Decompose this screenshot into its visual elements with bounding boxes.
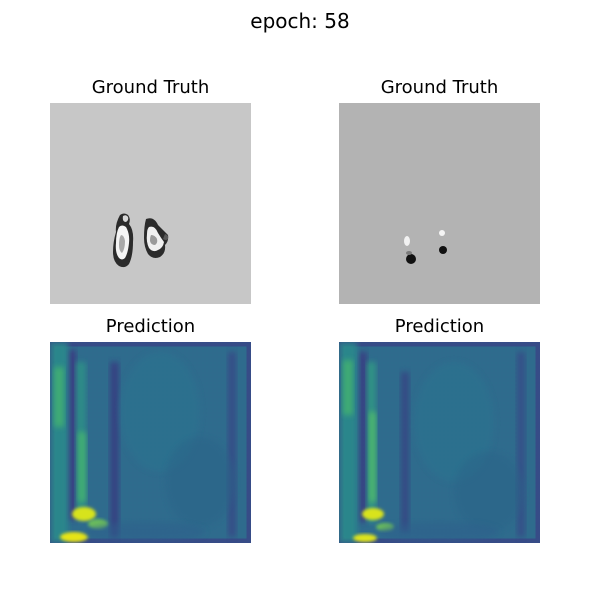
panel-title-ground-truth-left: Ground Truth (91, 77, 210, 98)
ground-truth-footprints-graphic (50, 103, 251, 304)
panel-title-ground-truth-right: Ground Truth (380, 77, 499, 98)
panel-title-prediction-right: Prediction (394, 316, 485, 337)
ground-truth-image-right (339, 103, 540, 304)
panel-title-prediction-left: Prediction (105, 316, 196, 337)
prediction-heatmap-right (339, 342, 540, 543)
prediction-heatmap-left (50, 342, 251, 543)
ground-truth-markers-graphic (339, 103, 540, 304)
figure-title: epoch: 58 (250, 9, 350, 33)
prediction-heatmap-graphic-right (339, 342, 540, 543)
prediction-heatmap-graphic-left (50, 342, 251, 543)
ground-truth-image-left (50, 103, 251, 304)
